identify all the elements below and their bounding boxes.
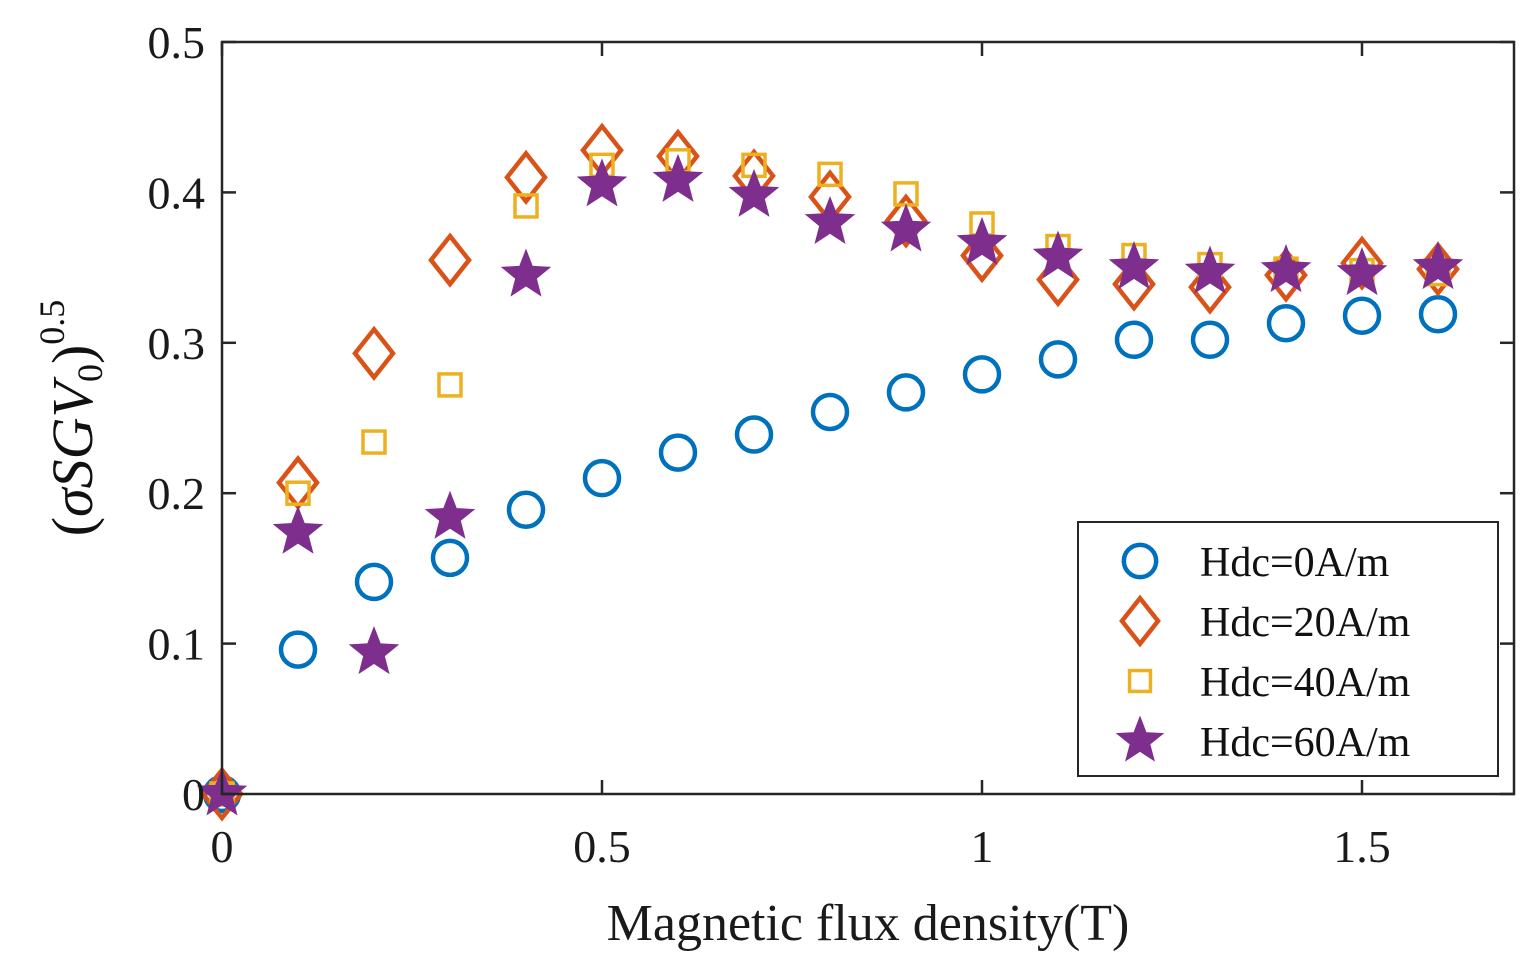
legend-label: Hdc=0A/m xyxy=(1200,540,1390,586)
data-point xyxy=(504,149,548,205)
data-point xyxy=(278,630,318,669)
legend-label: Hdc=40A/m xyxy=(1200,660,1411,706)
y-axis-subscript: 0 xyxy=(70,364,110,382)
data-point xyxy=(285,480,311,506)
plot-frame xyxy=(220,40,1516,796)
data-point xyxy=(1190,320,1230,360)
data-point xyxy=(1266,303,1306,343)
data-point xyxy=(348,626,400,675)
data-point xyxy=(576,158,628,207)
y-axis-s: S xyxy=(40,459,105,488)
data-point xyxy=(804,195,856,244)
x-tick-label: 0.5 xyxy=(573,821,631,872)
legend-marker xyxy=(1119,594,1161,648)
y-axis-close-paren: ) xyxy=(40,345,105,364)
y-axis-v: V xyxy=(40,375,105,417)
x-tick-label: 0 xyxy=(211,821,234,872)
data-point xyxy=(1340,235,1384,291)
y-tick-label: 0.3 xyxy=(148,318,206,369)
y-axis-exponent: 0.5 xyxy=(32,300,72,345)
data-point xyxy=(884,193,928,249)
data-point xyxy=(352,325,396,381)
data-point xyxy=(956,216,1008,265)
legend-marker xyxy=(1115,715,1165,762)
data-point xyxy=(1412,241,1464,290)
data-point xyxy=(1188,259,1232,315)
data-point xyxy=(880,203,932,252)
y-tick-label: 0.2 xyxy=(148,468,206,519)
data-point xyxy=(1336,247,1388,296)
legend-marker xyxy=(1127,668,1153,694)
data-point xyxy=(506,490,546,529)
data-point xyxy=(734,415,774,454)
y-axis-open-paren: ( xyxy=(40,517,105,536)
data-point xyxy=(1032,230,1084,279)
data-point xyxy=(962,355,1002,394)
data-point xyxy=(354,562,394,602)
data-point xyxy=(810,392,850,432)
data-point xyxy=(513,193,539,219)
data-markers xyxy=(196,122,1464,822)
y-tick-label: 0 xyxy=(182,769,205,820)
data-point xyxy=(582,458,622,498)
legend-label: Hdc=20A/m xyxy=(1200,600,1411,646)
legend-label: Hdc=60A/m xyxy=(1200,720,1411,766)
axis-ticks: 0 0.5 1 1.5 0 0.1 0.2 0.3 0.4 0.5 xyxy=(148,17,1514,872)
y-axis-title: (σSGV0)0.5 xyxy=(32,300,110,537)
data-point xyxy=(424,490,476,539)
data-point xyxy=(430,538,470,578)
data-point xyxy=(1114,320,1154,360)
data-point xyxy=(728,168,780,217)
data-point xyxy=(658,433,698,472)
y-axis-g: G xyxy=(40,417,105,459)
data-point xyxy=(652,153,704,202)
y-tick-label: 0.5 xyxy=(148,17,206,68)
data-point xyxy=(428,232,472,288)
y-axis-sigma: σ xyxy=(40,486,105,517)
data-point xyxy=(437,372,463,398)
legend-marker xyxy=(1121,542,1159,580)
y-tick-label: 0.1 xyxy=(148,619,206,670)
data-point xyxy=(886,373,926,412)
data-point xyxy=(361,429,387,455)
data-point xyxy=(1108,241,1160,290)
x-axis-title: Magnetic flux density(T) xyxy=(607,895,1130,952)
data-point xyxy=(1342,296,1382,335)
data-point xyxy=(960,227,1004,284)
x-tick-label: 1.5 xyxy=(1333,821,1391,872)
legend: Hdc=0A/m Hdc=20A/m Hdc=40A/m Hdc=60A/m xyxy=(1077,521,1499,777)
data-point xyxy=(1184,245,1236,294)
data-point xyxy=(1260,244,1312,293)
svg-text:(σSGV0)0.5: (σSGV0)0.5 xyxy=(32,300,110,537)
x-tick-label: 1 xyxy=(971,821,994,872)
data-point xyxy=(500,248,552,297)
data-point xyxy=(1038,340,1078,379)
y-tick-label: 0.4 xyxy=(148,167,206,218)
data-point xyxy=(272,505,324,554)
data-point xyxy=(1112,256,1156,312)
data-point xyxy=(1418,294,1458,334)
data-point xyxy=(817,161,843,188)
